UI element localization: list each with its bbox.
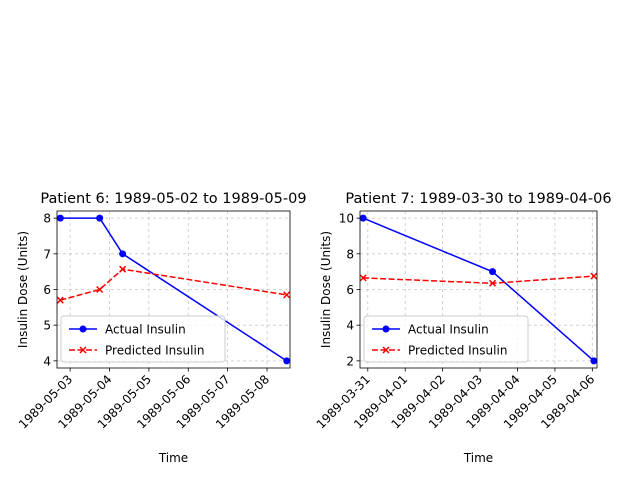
series-line-predicted-insulin xyxy=(363,275,594,285)
y-tick-label: 2 xyxy=(346,354,354,368)
data-point-predicted xyxy=(283,291,291,299)
chart-panel-2: 2468101989-03-311989-04-011989-04-021989… xyxy=(314,191,612,465)
y-tick-label: 8 xyxy=(346,247,354,261)
y-tick-label: 10 xyxy=(339,212,354,226)
data-point-actual xyxy=(56,214,64,222)
data-point-actual xyxy=(119,250,127,258)
data-point-actual xyxy=(489,268,497,276)
y-axis-label: Insulin Dose (Units) xyxy=(16,231,30,348)
data-point-predicted xyxy=(119,265,127,273)
x-axis-label: Time xyxy=(158,451,188,465)
chart-panel-1: 456781989-05-031989-05-041989-05-051989-… xyxy=(16,191,307,465)
data-point-actual xyxy=(359,214,367,222)
x-axis-label: Time xyxy=(463,451,493,465)
legend-marker-x xyxy=(79,346,87,354)
y-tick-label: 6 xyxy=(346,283,354,297)
y-tick-label: 5 xyxy=(43,319,51,333)
data-point-predicted xyxy=(56,296,64,304)
series-line-actual-insulin xyxy=(60,217,288,362)
legend-box xyxy=(60,315,226,363)
data-point-actual xyxy=(283,357,291,365)
legend-label: Predicted Insulin xyxy=(105,344,204,358)
legend: Actual Insulin Predicted Insulin xyxy=(60,315,226,363)
data-point-predicted xyxy=(489,279,497,287)
legend-label: Actual Insulin xyxy=(105,323,186,337)
y-tick-label: 4 xyxy=(43,354,51,368)
y-axis-label: Insulin Dose (Units) xyxy=(319,231,333,348)
y-tick-label: 8 xyxy=(43,212,51,226)
legend-marker-circle xyxy=(382,325,390,333)
y-tick-label: 4 xyxy=(346,319,354,333)
chart-title: Patient 7: 1989-03-30 to 1989-04-06 xyxy=(345,191,611,207)
legend-label: Actual Insulin xyxy=(408,323,489,337)
chart-title: Patient 6: 1989-05-02 to 1989-05-09 xyxy=(40,191,306,207)
legend-marker-x xyxy=(382,346,390,354)
data-point-predicted xyxy=(96,285,104,294)
y-tick-label: 6 xyxy=(43,283,51,297)
legend-marker-circle xyxy=(79,325,87,333)
legend-box xyxy=(363,315,529,363)
series-line-predicted-insulin xyxy=(60,268,287,301)
data-point-predicted xyxy=(590,272,598,280)
data-point-predicted xyxy=(359,274,367,282)
legend: Actual Insulin Predicted Insulin xyxy=(363,315,529,363)
legend-label: Predicted Insulin xyxy=(408,344,507,358)
y-tick-label: 7 xyxy=(43,247,51,261)
data-point-actual xyxy=(96,214,104,222)
data-point-actual xyxy=(590,357,598,365)
